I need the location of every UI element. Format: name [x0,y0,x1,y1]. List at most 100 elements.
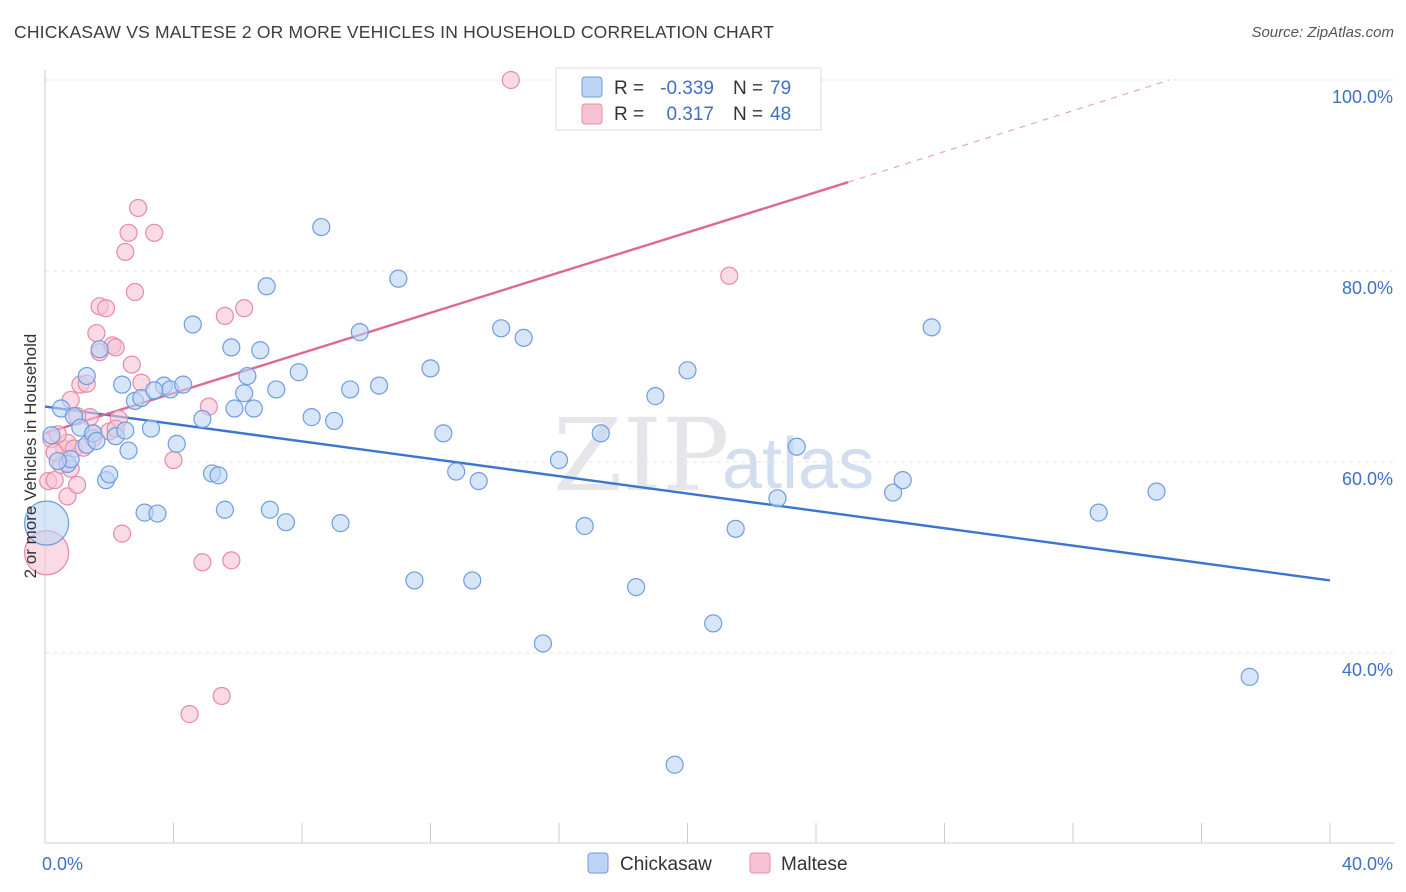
chickasaw-point [514,328,533,347]
chickasaw-point [183,315,202,334]
maltese-point [112,524,132,543]
x-tick-label: 0.0% [42,854,83,874]
bottom-legend: Chickasaw Maltese [587,852,848,875]
maltese-point [501,70,520,90]
chickasaw-point [350,323,369,342]
maltese-point [720,266,739,285]
chickasaw-point [193,409,212,429]
chickasaw-point [251,341,270,360]
y-tick-label: 60.0% [1342,469,1393,489]
chickasaw-point [48,451,67,471]
chickasaw-point [225,399,244,418]
maltese-point [145,223,164,242]
chickasaw-point [434,424,453,443]
chickasaw-point [626,578,646,597]
chickasaw-point [341,380,360,399]
legend-n-value: 79 [770,78,791,99]
chickasaw-point [370,376,389,395]
bottom-legend-swatch-maltese [749,852,771,874]
chickasaw-point [331,514,350,533]
maltese-point [212,686,231,706]
chickasaw-point [646,387,665,406]
bottom-legend-chickasaw: Chickasaw [620,854,712,875]
chickasaw-point [116,421,135,440]
maltese-point [125,282,145,302]
chickasaw-point [141,419,161,438]
maltese-point [122,355,141,374]
maltese-point [45,471,64,490]
chickasaw-point [267,380,286,399]
chickasaw-point [260,500,279,519]
chickasaw-point [469,472,488,491]
chickasaw-point [222,338,241,357]
maltese-point [222,551,241,570]
bottom-legend-swatch-chickasaw [587,852,609,874]
chickasaw-point [244,399,263,418]
chart-title: CHICKASAW VS MALTESE 2 OR MORE VEHICLES … [14,22,775,42]
maltese-point [119,223,138,242]
y-tick-label: 100.0% [1332,87,1393,107]
chickasaw-point [665,755,684,774]
watermark-atlas: atlas [722,424,874,504]
legend-swatch-pink [581,103,603,125]
gridlines [45,79,1395,654]
legend-r-value: -0.339 [660,78,714,99]
chickasaw-point [167,434,186,453]
legend-swatch-blue [581,76,603,98]
chickasaw-point [463,571,482,590]
chickasaw-point [768,489,787,508]
bottom-legend-maltese: Maltese [781,854,848,875]
chickasaw-point [42,426,61,445]
y-tick-label: 40.0% [1342,660,1393,680]
chickasaw-point [549,450,569,470]
chickasaw-point [405,571,424,590]
maltese-point [235,299,254,318]
chickasaw-point [302,408,321,427]
chickasaw-point [883,483,903,502]
chickasaw-point [238,366,257,386]
maltese-point [129,198,148,218]
maltese-point [68,475,87,495]
chickasaw-point [421,359,440,378]
maltese-point [193,553,212,572]
chickasaw-point [215,500,234,519]
chickasaw-point [145,381,164,400]
axes [44,70,1395,844]
chickasaw-point [174,375,193,394]
chickasaw-point [100,465,119,484]
maltese-trend-extension [847,79,1170,183]
chickasaw-point [24,500,70,546]
legend: R = -0.339 N = 79 R = 0.317 N = 48 [555,67,822,131]
chickasaw-point [148,504,167,523]
legend-n-value: 48 [770,104,791,125]
chickasaw-point [90,340,109,359]
chickasaw-point [257,277,276,296]
chickasaw-point [787,437,806,456]
y-axis-label: 2 or more Vehicles in Household [21,334,40,579]
chickasaw-point [922,318,941,337]
maltese-point [87,323,106,343]
maltese-point [215,306,234,325]
chickasaw-point [726,519,745,538]
chickasaw-point [678,361,697,380]
chickasaw-point [533,634,553,653]
legend-n-label: N = [733,78,763,99]
legend-n-label: N = [733,104,763,125]
y-tick-label: 80.0% [1342,278,1393,298]
chickasaw-point [87,431,106,451]
chickasaw-point [235,384,254,403]
chickasaw-point [1240,667,1259,686]
chickasaw-point [575,516,594,536]
maltese-point [164,450,183,470]
chickasaw-point [325,411,344,431]
chickasaw-point [447,462,466,481]
maltese-point [116,242,135,261]
chickasaw-point [704,614,723,633]
maltese-point [180,705,199,724]
chickasaw-point [289,363,308,382]
chickasaw-point [1089,503,1108,522]
chickasaw-point [893,471,912,490]
scatter-points [24,70,1259,774]
chickasaw-point [112,375,132,394]
